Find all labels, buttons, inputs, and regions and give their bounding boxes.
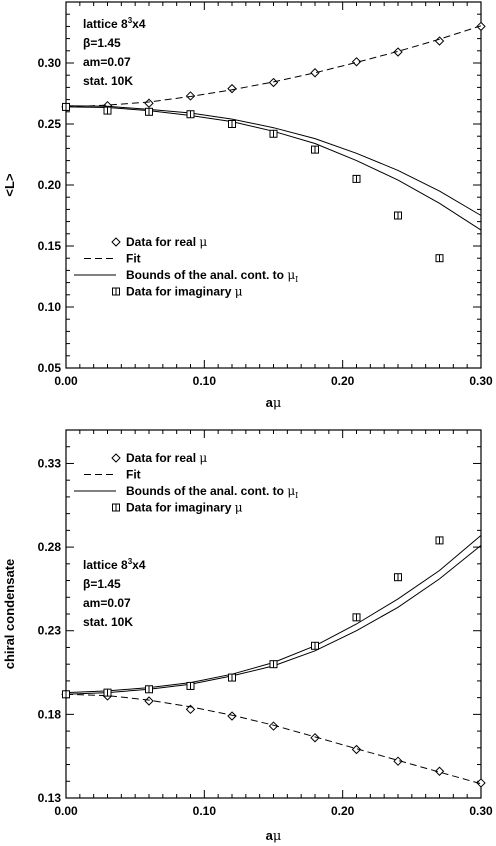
legend-diamond-marker	[111, 453, 121, 463]
y-tick-label: 0.23	[38, 624, 62, 638]
info-line: am=0.07	[83, 596, 131, 610]
legend-label: Fit	[126, 468, 141, 482]
x-tick-label: 0.20	[331, 374, 355, 388]
legend-diamond-marker	[111, 237, 121, 247]
y-tick-label: 0.05	[38, 361, 62, 375]
y-tick-label: 0.15	[38, 239, 62, 253]
x-tick-label: 0.30	[469, 804, 493, 818]
info-line: lattice 83x4	[83, 557, 146, 572]
y-tick-label: 0.28	[38, 540, 62, 554]
x-axis-label: aμ	[266, 828, 282, 844]
real-mu-point	[434, 766, 445, 776]
legend-label: Data for imaginary μ	[126, 285, 243, 299]
x-tick-label: 0.00	[54, 804, 78, 818]
x-tick-label: 0.00	[54, 374, 78, 388]
chart-panel-1: 0.00 0.10 0.20 0.30 0.05 0.10 0.15 0.20 0.25 0.30…	[2, 1, 493, 411]
bound-line-upper	[65, 105, 482, 216]
bound-line-lower	[65, 106, 482, 231]
info-line: lattice 83x4	[83, 16, 146, 31]
info-line: stat. 10K	[83, 615, 133, 629]
y-axis-label: <L>	[2, 173, 17, 197]
legend-label: Bounds of the anal. cont. to μI	[126, 484, 298, 500]
x-tick-label: 0.30	[469, 374, 493, 388]
info-line: am=0.07	[83, 55, 131, 69]
real-mu-point	[268, 77, 279, 88]
real-mu-point	[476, 21, 486, 32]
real-mu-point	[351, 57, 362, 67]
y-tick-label: 0.10	[38, 300, 62, 314]
real-mu-point	[434, 36, 445, 46]
info-line: β=1.45	[83, 36, 121, 50]
real-mu-point	[476, 778, 486, 788]
legend-label: Bounds of the anal. cont. to μI	[126, 268, 298, 284]
real-mu-point	[310, 733, 320, 743]
real-mu-point	[227, 83, 237, 94]
x-tick-label: 0.10	[193, 374, 217, 388]
y-tick-label: 0.13	[38, 791, 62, 805]
legend-label: Data for imaginary μ	[126, 501, 243, 515]
x-tick-label: 0.20	[331, 804, 355, 818]
real-mu-point	[351, 744, 362, 755]
y-tick-label: 0.18	[38, 707, 62, 721]
y-axis-label: chiral condensate	[2, 559, 17, 670]
real-mu-point	[227, 711, 237, 721]
real-mu-point	[268, 721, 279, 731]
real-mu-point	[185, 91, 196, 101]
y-tick-label: 0.25	[38, 117, 62, 131]
fit-line	[65, 693, 482, 785]
real-mu-point	[144, 98, 154, 108]
legend: Data for real μ Fit Bounds of the anal. co…	[74, 451, 298, 515]
real-mu-point	[393, 47, 403, 57]
chart-panel-2: 0.00 0.10 0.20 0.30 0.13 0.18 0.23 0.28 0.33 aμ ch…	[2, 429, 493, 844]
real-mu-point	[310, 68, 320, 78]
y-tick-label: 0.33	[38, 456, 62, 470]
legend-label: Data for real μ	[126, 235, 207, 249]
y-tick-label: 0.20	[38, 178, 62, 192]
legend-label: Data for real μ	[126, 451, 207, 465]
fit-line	[65, 25, 482, 108]
legend: Data for real μ Fit Bounds of the anal. co…	[74, 235, 298, 299]
info-line: stat. 10K	[83, 74, 133, 88]
x-axis-label: aμ	[266, 395, 282, 411]
real-mu-point	[144, 696, 154, 706]
info-line: β=1.45	[83, 577, 121, 591]
legend-label: Fit	[126, 252, 141, 266]
y-tick-label: 0.30	[38, 56, 62, 70]
x-tick-label: 0.10	[193, 804, 217, 818]
